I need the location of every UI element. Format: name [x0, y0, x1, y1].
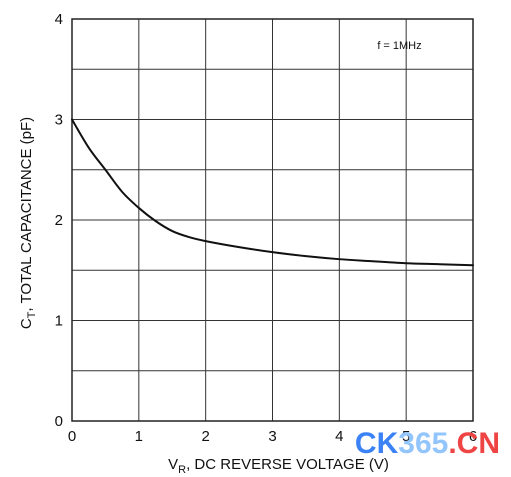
x-axis-title: VR, DC REVERSE VOLTAGE (V): [168, 456, 389, 476]
watermark-part-1: CK: [355, 427, 399, 460]
watermark-part-2: 365: [398, 427, 448, 460]
y-axis-title-subscript: T: [26, 311, 38, 318]
frequency-annotation: f = 1MHz: [377, 40, 421, 52]
watermark-logo: CK365.CN: [355, 427, 500, 460]
y-axis-title: CT, TOTAL CAPACITANCE (pF): [18, 117, 38, 329]
y-axis-title-rest: , TOTAL CAPACITANCE (pF): [18, 117, 35, 312]
x-tick-label: 0: [68, 428, 76, 445]
x-tick-label: 2: [201, 428, 209, 445]
watermark-part-3: .CN: [448, 427, 500, 460]
series-layer: [71, 118, 474, 267]
x-tick-label: 3: [268, 428, 276, 445]
y-tick-labels: 0 1 2 3 4: [55, 11, 63, 430]
x-tick-labels: 0 1 2 3 4 5 6: [68, 428, 477, 445]
x-tick-label: 5: [402, 428, 410, 445]
x-tick-label: 4: [335, 428, 343, 445]
x-tick-label: 1: [135, 428, 143, 445]
y-tick-label: 4: [55, 11, 63, 28]
capacitance-curve: [71, 118, 474, 267]
x-tick-label: 6: [469, 428, 477, 445]
y-tick-label: 1: [55, 313, 63, 330]
x-axis-title-main: V: [168, 456, 178, 473]
x-axis-title-subscript: R: [178, 464, 186, 476]
y-tick-label: 2: [55, 212, 63, 229]
y-tick-label: 0: [55, 413, 63, 430]
plot-frame: [71, 18, 474, 422]
grid: [71, 18, 474, 422]
x-axis-title-rest: , DC REVERSE VOLTAGE (V): [186, 456, 389, 473]
y-tick-label: 3: [55, 112, 63, 129]
y-axis-title-main: C: [18, 318, 35, 329]
